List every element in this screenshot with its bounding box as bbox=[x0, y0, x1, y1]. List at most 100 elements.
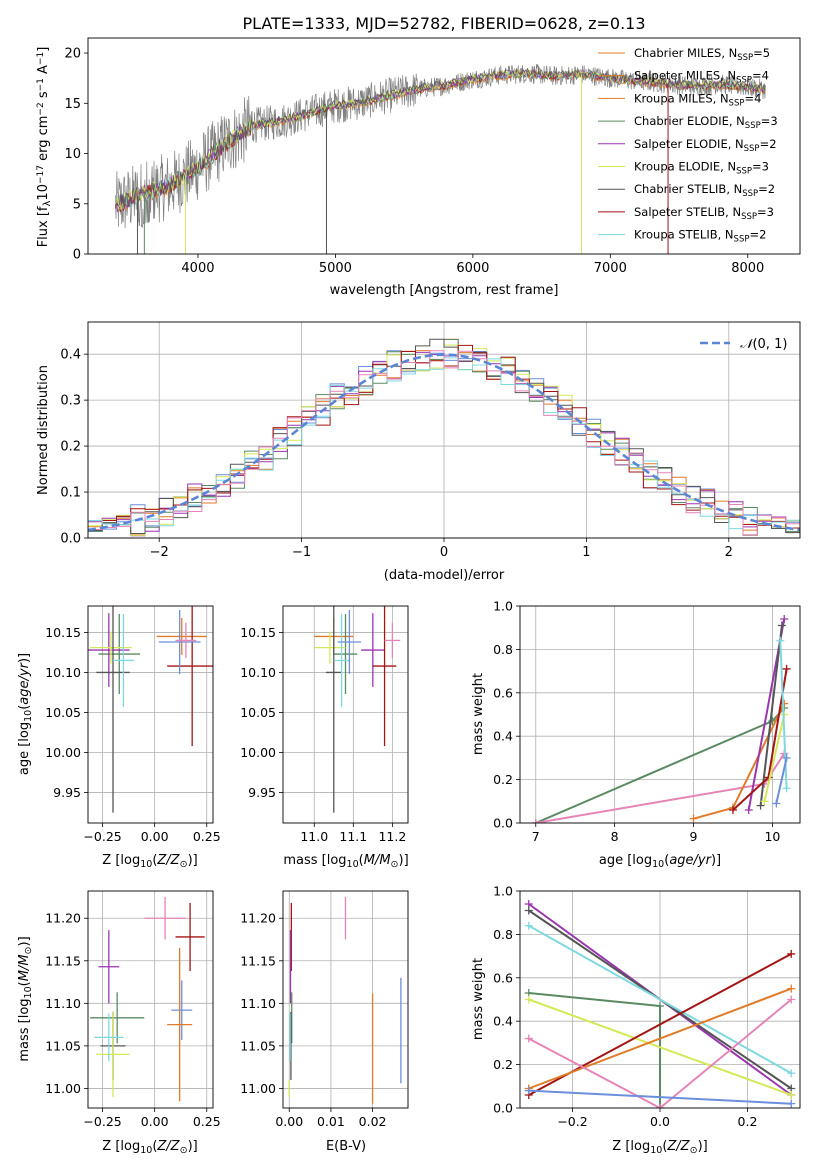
chart-z-weight: −0.2 0.0 0.2 0.0 0.2 0.4 0.6 0.8 1.0 Z [log10(Z/Z… bbox=[471, 884, 801, 1156]
weight-line-yellow bbox=[528, 998, 792, 1096]
y-tick-label: 0.6 bbox=[493, 970, 513, 985]
weight-line-pink bbox=[528, 998, 792, 1108]
chart-title: PLATE=1333, MJD=52782, FIBERID=0628, z=0… bbox=[242, 14, 645, 33]
y-tick-label: 0.0 bbox=[493, 816, 513, 831]
x-tick-label: 11.1 bbox=[339, 829, 367, 844]
x-tick-label: −0.25 bbox=[83, 829, 121, 844]
x-axis-label: wavelength [Angstrom, rest frame] bbox=[330, 283, 559, 298]
y-tick-label: 0.4 bbox=[493, 729, 513, 744]
x-tick-label: 0.01 bbox=[317, 1114, 345, 1129]
weight-marker bbox=[787, 984, 796, 993]
y-tick-label: 11.20 bbox=[240, 911, 276, 926]
weight-marker bbox=[524, 906, 533, 915]
y-tick-label: 0.0 bbox=[60, 532, 81, 547]
x-axis-label: age [log10(age/yr)] bbox=[599, 853, 721, 870]
axes-frame bbox=[282, 605, 409, 824]
plot-area bbox=[524, 900, 796, 1108]
x-tick-label: 8 bbox=[611, 829, 619, 844]
y-tick-label: 10.15 bbox=[240, 625, 276, 640]
y-axis-label: Flux [fλ10−17 erg cm−2 s−1 A−1] bbox=[36, 47, 53, 248]
y-tick-label: 9.95 bbox=[248, 785, 276, 800]
weight-marker bbox=[787, 1069, 796, 1078]
plot-area bbox=[314, 606, 401, 813]
x-axis-label: mass [log10(M/M⊙)] bbox=[283, 853, 408, 870]
y-tick-label: 10.05 bbox=[240, 705, 276, 720]
weight-marker bbox=[524, 1034, 533, 1043]
axes-frame bbox=[282, 890, 409, 1109]
legend-label: Salpeter STELIB, NSSP=3 bbox=[634, 205, 774, 222]
x-tick-label: 8000 bbox=[731, 261, 764, 276]
x-tick-label: 11.2 bbox=[378, 829, 406, 844]
axes-frame bbox=[87, 37, 801, 255]
x-tick-label: 0.25 bbox=[193, 1114, 221, 1129]
weight-marker bbox=[787, 1090, 796, 1099]
weight-marker bbox=[744, 805, 753, 814]
y-tick-label: 0.2 bbox=[493, 772, 513, 787]
weight-marker bbox=[524, 995, 533, 1004]
x-tick-label: 0.00 bbox=[141, 829, 169, 844]
y-tick-label: 11.10 bbox=[45, 996, 81, 1011]
y-tick-label: 11.10 bbox=[240, 996, 276, 1011]
histogram-pink bbox=[88, 350, 800, 536]
plot-area bbox=[90, 896, 205, 1102]
normal-curve bbox=[88, 353, 800, 532]
y-axis-label: age [log10(age/yr)] bbox=[17, 653, 34, 775]
x-tick-label: 11.0 bbox=[300, 829, 328, 844]
x-tick-label: −1 bbox=[292, 545, 311, 560]
y-tick-label: 0.0 bbox=[493, 1101, 513, 1116]
weight-line-cyan bbox=[528, 924, 792, 1075]
y-tick-label: 0 bbox=[73, 248, 81, 263]
y-tick-label: 0.1 bbox=[60, 486, 81, 501]
y-tick-label: 10.10 bbox=[45, 665, 81, 680]
y-tick-label: 0.2 bbox=[60, 440, 81, 455]
legend-label: Kroupa ELODIE, NSSP=3 bbox=[634, 160, 769, 177]
weight-marker bbox=[531, 819, 540, 823]
chart-residuals: −2 −1 0 1 2 0.0 0.1 0.2 0.3 0.4 (data-model)/error… bbox=[36, 321, 801, 583]
model-spectrum-grey bbox=[115, 67, 766, 208]
weight-marker bbox=[524, 1086, 533, 1095]
weight-marker bbox=[787, 1099, 796, 1108]
x-tick-label: 0.00 bbox=[275, 1114, 303, 1129]
chart-z-mass: −0.25 0.00 0.25 11.00 11.05 11.10 11.15 11.20 Z … bbox=[17, 890, 221, 1156]
weight-marker bbox=[689, 814, 698, 823]
chart-ebv-mass: 0.00 0.01 0.02 11.00 11.05 11.10 11.15 11.20 E(B… bbox=[240, 890, 409, 1154]
weight-line-green bbox=[535, 707, 785, 823]
y-axis-label: mass weight bbox=[471, 673, 486, 755]
axes-frame bbox=[87, 890, 214, 1109]
x-tick-label: 5000 bbox=[319, 261, 352, 276]
weight-line-orange bbox=[528, 987, 792, 1090]
y-tick-label: 0.8 bbox=[493, 642, 513, 657]
chart-mass-age: 11.0 11.1 11.2 9.95 10.00 10.05 10.10 10.15 mass… bbox=[240, 605, 409, 870]
weight-marker bbox=[782, 784, 791, 793]
y-tick-label: 10.10 bbox=[240, 665, 276, 680]
legend-label: Chabrier STELIB, NSSP=2 bbox=[634, 182, 775, 199]
chart-z-age: −0.25 0.00 0.25 9.95 10.00 10.05 10.10 10.15 Z [… bbox=[17, 605, 221, 870]
x-axis-label: (data-model)/error bbox=[384, 568, 505, 583]
y-tick-label: 0.4 bbox=[60, 348, 81, 363]
x-tick-label: 7000 bbox=[594, 261, 627, 276]
x-tick-label: 0.0 bbox=[650, 1114, 670, 1129]
x-tick-label: 1 bbox=[582, 545, 590, 560]
axes-frame bbox=[519, 605, 801, 824]
x-axis-label: Z [log10(Z/Z⊙)] bbox=[102, 853, 197, 870]
x-tick-label: −0.2 bbox=[557, 1114, 587, 1129]
chart-age-weight: 7 8 9 10 0.0 0.2 0.4 0.6 0.8 1.0 age [log10(age/yr… bbox=[471, 599, 801, 870]
legend-label: Salpeter MILES, NSSP=4 bbox=[634, 69, 769, 86]
x-tick-label: 0.2 bbox=[738, 1114, 758, 1129]
y-tick-label: 11.05 bbox=[240, 1038, 276, 1053]
y-tick-label: 1.0 bbox=[493, 884, 513, 899]
y-tick-label: 15 bbox=[64, 97, 81, 112]
y-tick-label: 11.15 bbox=[240, 953, 276, 968]
weight-marker bbox=[524, 921, 533, 930]
weight-marker bbox=[772, 799, 781, 808]
x-tick-label: 4000 bbox=[181, 261, 214, 276]
weight-marker bbox=[777, 621, 786, 630]
weight-line-blue bbox=[775, 757, 788, 804]
weight-line-pink bbox=[535, 753, 786, 823]
weight-marker bbox=[787, 995, 796, 1004]
x-tick-label: 0.25 bbox=[193, 829, 221, 844]
weight-line-blue bbox=[528, 1089, 792, 1105]
y-tick-label: 0.8 bbox=[493, 927, 513, 942]
y-axis-label: mass weight bbox=[471, 958, 486, 1040]
x-tick-label: 0 bbox=[440, 545, 448, 560]
